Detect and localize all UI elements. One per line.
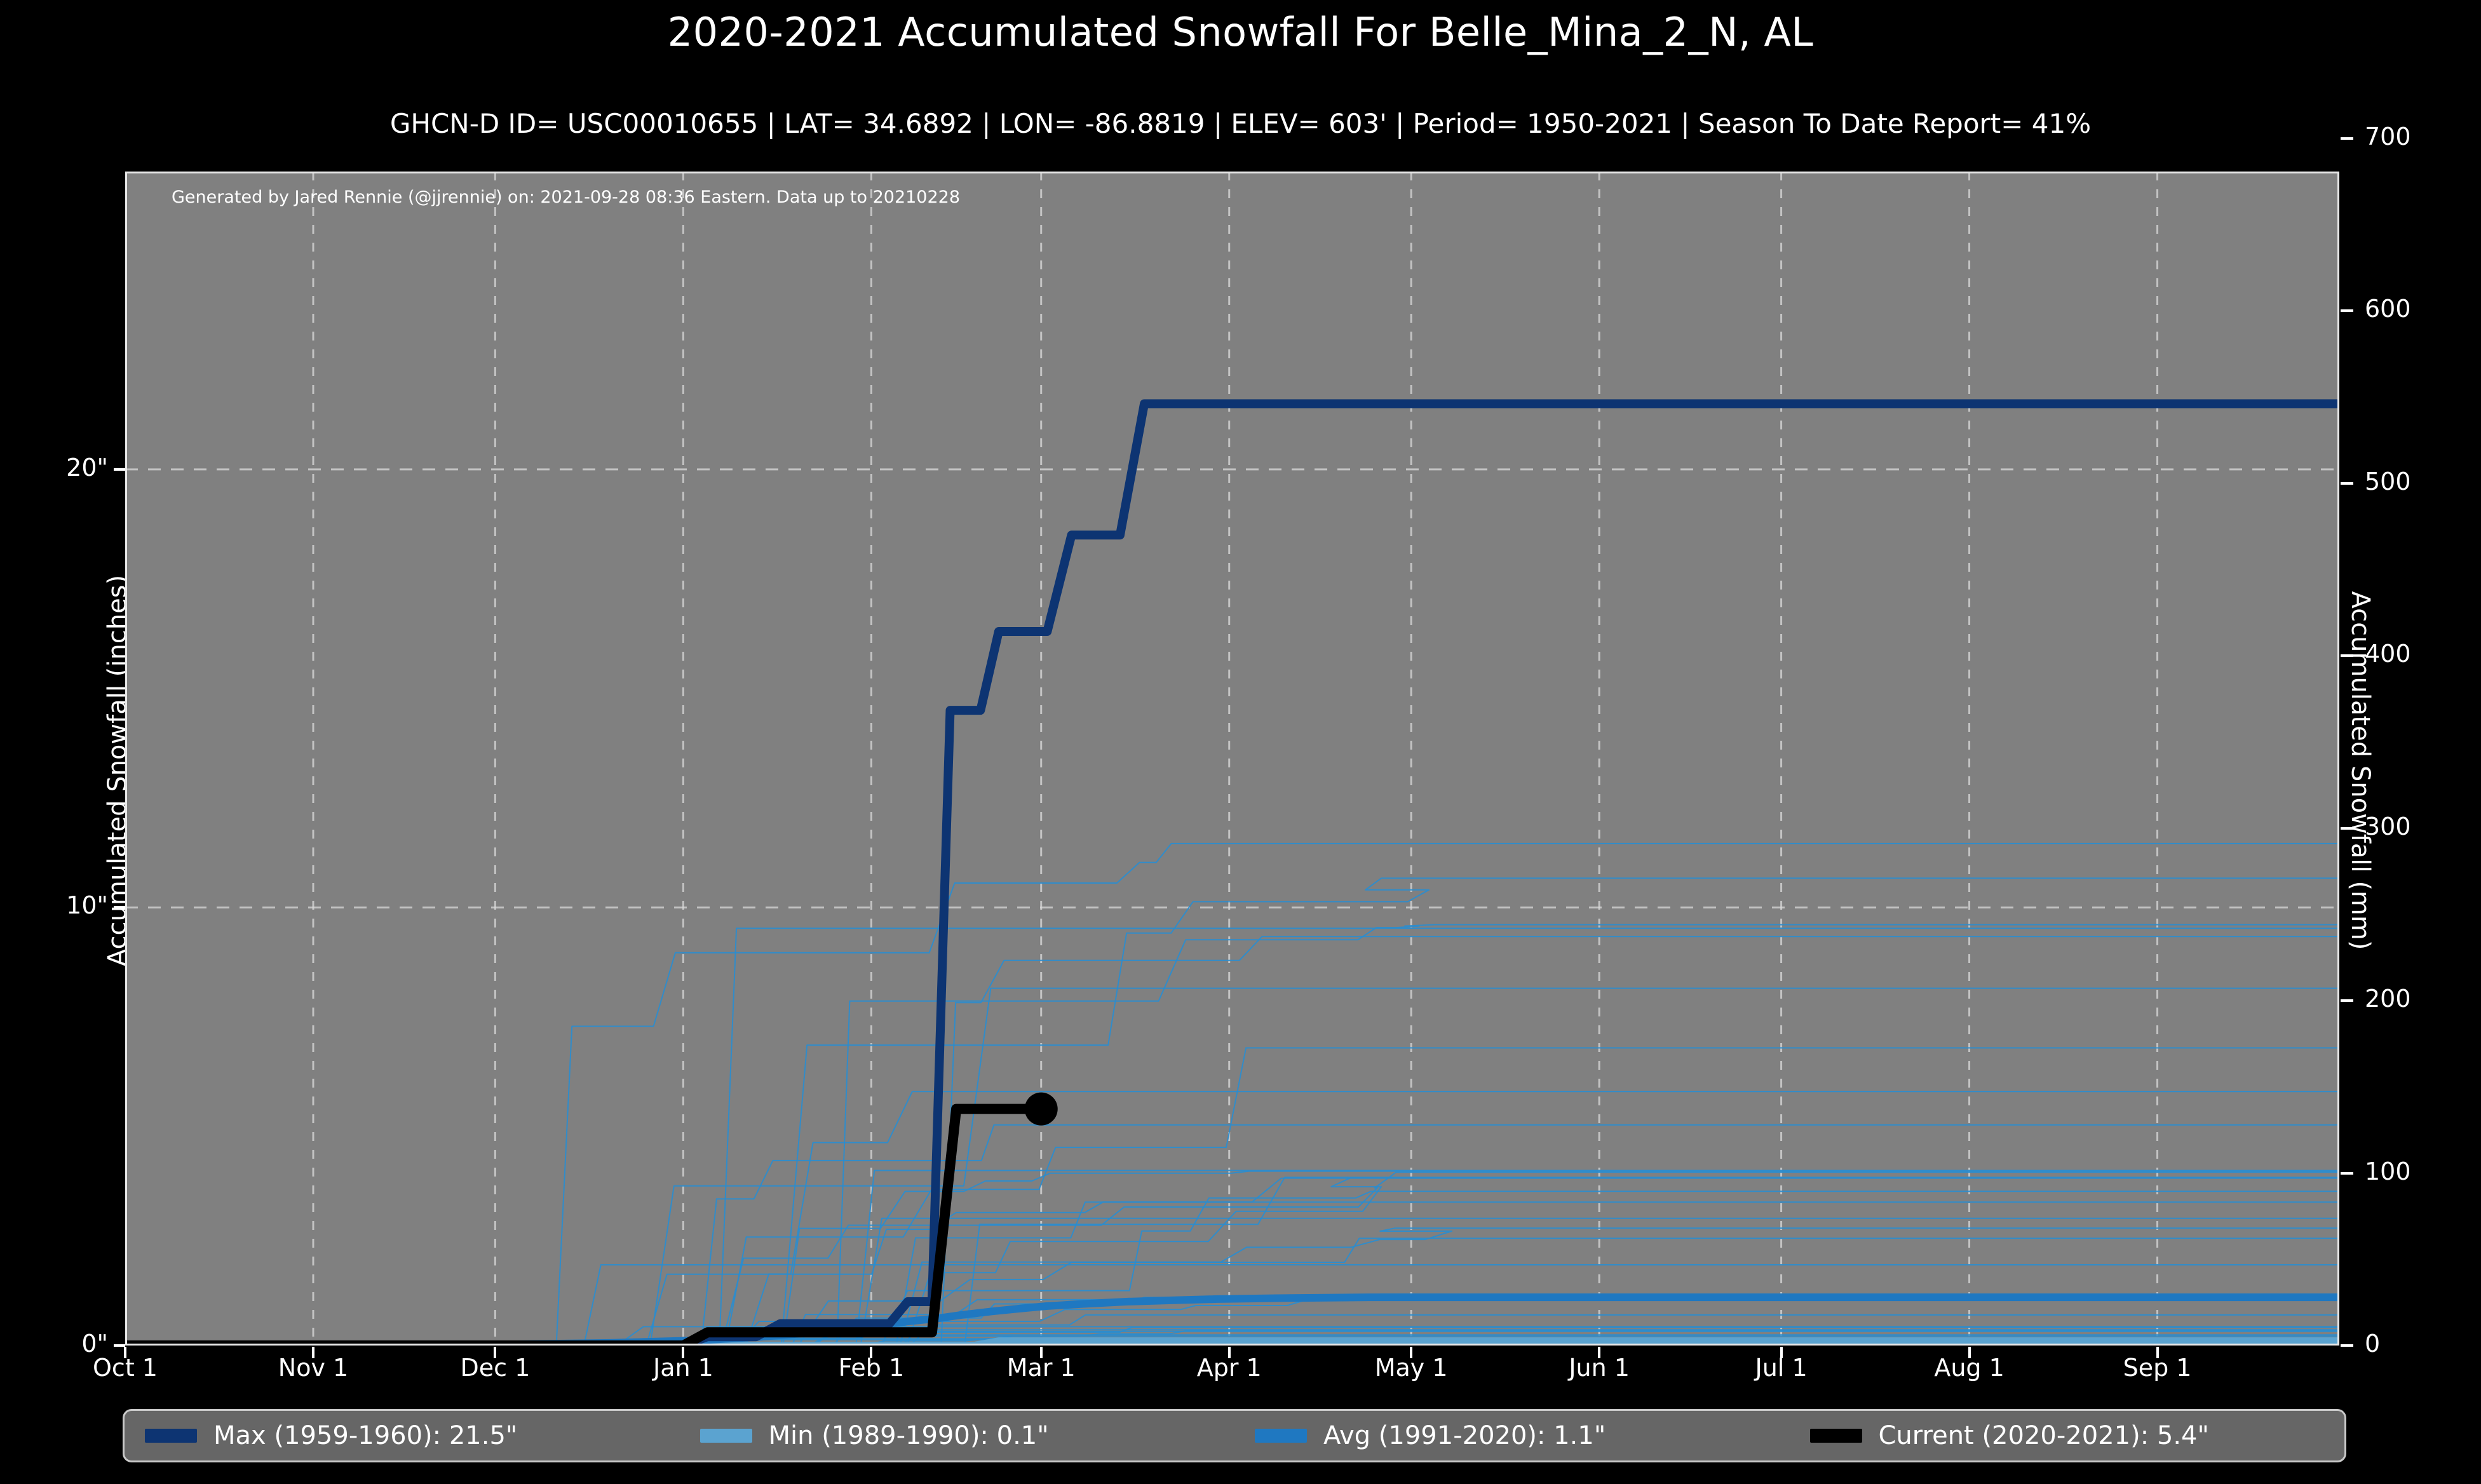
- year-trace: [125, 1177, 2339, 1346]
- legend-item-current[interactable]: Current (2020-2021): 5.4": [1790, 1421, 2345, 1450]
- series-line-min: [125, 1337, 2339, 1346]
- x-tick-mark: [1039, 1347, 1043, 1358]
- y-tick-mark-right: [2341, 654, 2353, 658]
- year-trace: [125, 1227, 2339, 1346]
- year-trace: [125, 877, 2339, 1346]
- y-tick-mark-right: [2341, 826, 2353, 830]
- x-tick-mark: [1968, 1347, 1971, 1358]
- legend-label-min: Min (1989-1990): 0.1": [768, 1421, 1049, 1450]
- legend-label-max: Max (1959-1960): 21.5": [213, 1421, 518, 1450]
- chart-legend: Max (1959-1960): 21.5" Min (1989-1990): 0…: [123, 1409, 2346, 1462]
- year-trace: [125, 928, 2339, 1346]
- y-tick-mark-right: [2341, 137, 2353, 140]
- year-trace: [125, 1335, 2339, 1346]
- legend-item-max[interactable]: Max (1959-1960): 21.5": [125, 1421, 680, 1450]
- legend-item-avg[interactable]: Avg (1991-2020): 1.1": [1234, 1421, 1790, 1450]
- y-tick-mark-left: [114, 468, 125, 471]
- x-tick-label: May 1: [1374, 1354, 1448, 1382]
- y-tick-label-right: 400: [2365, 640, 2411, 668]
- y-tick-mark-right: [2341, 309, 2353, 313]
- legend-item-min[interactable]: Min (1989-1990): 0.1": [680, 1421, 1235, 1450]
- y-tick-mark-left: [114, 1344, 125, 1347]
- x-tick-mark: [311, 1347, 314, 1358]
- x-tick-label: Jul 1: [1755, 1354, 1808, 1382]
- x-tick-mark: [2156, 1347, 2159, 1358]
- year-trace: [125, 1124, 2339, 1346]
- x-tick-mark: [1227, 1347, 1231, 1358]
- year-trace: [125, 1201, 2339, 1346]
- y-tick-mark-right: [2341, 999, 2353, 1002]
- year-trace: [125, 1264, 2339, 1346]
- x-tick-mark: [1410, 1347, 1413, 1358]
- chart-canvas: [125, 172, 2339, 1346]
- legend-label-current: Current (2020-2021): 5.4": [1878, 1421, 2209, 1450]
- legend-swatch-min: [700, 1429, 752, 1443]
- y-tick-label-right: 500: [2365, 467, 2411, 496]
- year-trace: [125, 1217, 2339, 1346]
- x-tick-label: Jun 1: [1569, 1354, 1630, 1382]
- legend-swatch-avg: [1255, 1429, 1307, 1443]
- y-tick-label-right: 200: [2365, 985, 2411, 1013]
- x-tick-label: Oct 1: [93, 1354, 158, 1382]
- plot-area: [125, 172, 2339, 1346]
- year-trace: [125, 936, 2339, 1346]
- plot-background: [125, 172, 2339, 1346]
- y-tick-mark-left: [114, 906, 125, 909]
- y-tick-label-right: 100: [2365, 1157, 2411, 1185]
- x-tick-label: Jan 1: [652, 1354, 713, 1382]
- y-tick-mark-right: [2341, 1171, 2353, 1175]
- x-tick-label: Nov 1: [278, 1354, 349, 1382]
- year-trace: [125, 1170, 2339, 1346]
- x-tick-label: Mar 1: [1006, 1354, 1076, 1382]
- legend-swatch-max: [145, 1429, 197, 1443]
- current-end-marker: [1024, 1092, 1058, 1126]
- y-tick-label-right: 300: [2365, 812, 2411, 840]
- generated-by-annotation: Generated by Jared Rennie (@jjrennie) on…: [172, 187, 961, 207]
- year-trace: [125, 1177, 2339, 1346]
- chart-subtitle: GHCN-D ID= USC00010655 | LAT= 34.6892 | …: [389, 108, 2092, 139]
- y-tick-label-right: 700: [2365, 122, 2411, 151]
- x-tick-mark: [870, 1347, 873, 1358]
- x-tick-label: Apr 1: [1196, 1354, 1262, 1382]
- series-line-current: [125, 1103, 1046, 1346]
- legend-swatch-current: [1809, 1429, 1862, 1443]
- y-tick-mark-right: [2341, 1344, 2353, 1347]
- year-trace: [125, 1170, 2339, 1346]
- x-tick-label: Aug 1: [1934, 1354, 2004, 1382]
- year-trace: [125, 1047, 2339, 1346]
- year-trace: [125, 1314, 2339, 1346]
- year-trace: [125, 1326, 2339, 1346]
- x-tick-label: Dec 1: [460, 1354, 531, 1382]
- x-tick-mark: [494, 1347, 497, 1358]
- x-tick-mark: [124, 1347, 126, 1358]
- year-trace: [125, 987, 2339, 1346]
- x-tick-mark: [1598, 1347, 1601, 1358]
- legend-label-avg: Avg (1991-2020): 1.1": [1323, 1421, 1606, 1450]
- year-trace: [125, 924, 2339, 1346]
- year-trace: [125, 1329, 2339, 1346]
- x-tick-label: Feb 1: [838, 1354, 905, 1382]
- y-tick-label-right: 0: [2365, 1330, 2381, 1358]
- y-tick-label-right: 600: [2365, 295, 2411, 323]
- y-tick-mark-right: [2341, 482, 2353, 485]
- x-tick-mark: [682, 1347, 685, 1358]
- x-tick-mark: [1780, 1347, 1783, 1358]
- page-title: 2020-2021 Accumulated Snowfall For Belle…: [667, 9, 1814, 55]
- y-tick-label-left: 20": [66, 453, 108, 482]
- y-tick-label-left: 0": [81, 1330, 108, 1358]
- x-tick-label: Sep 1: [2123, 1354, 2192, 1382]
- y-tick-label-left: 10": [66, 891, 108, 920]
